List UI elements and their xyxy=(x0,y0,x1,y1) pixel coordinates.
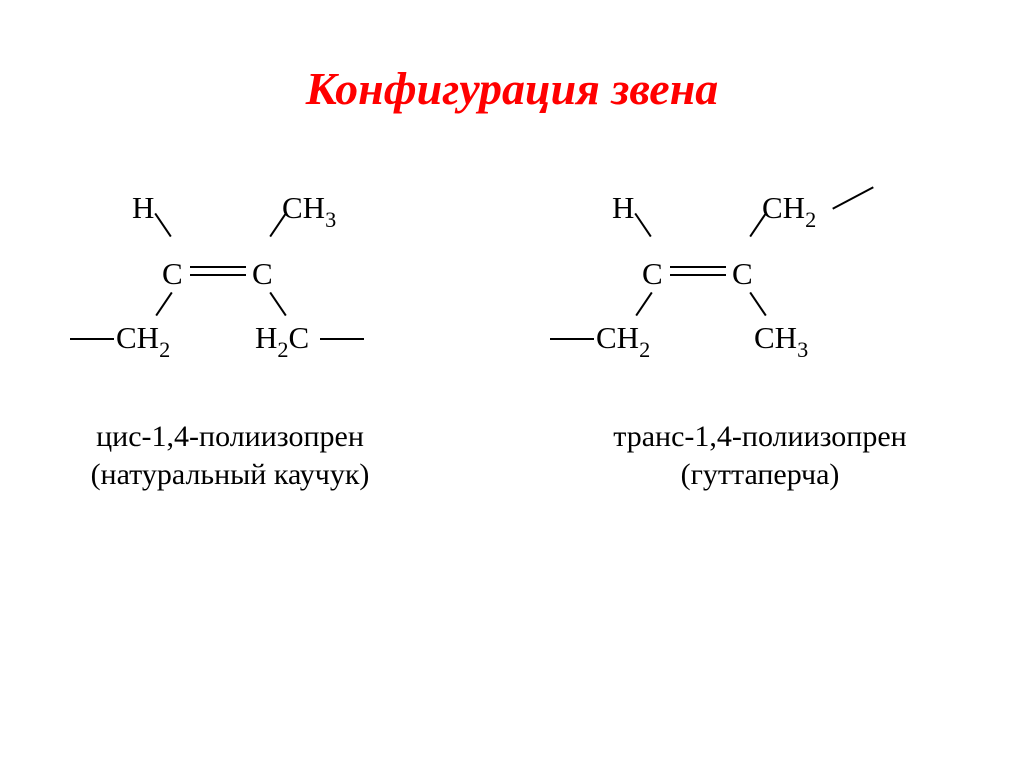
ch3-lr-sub: 3 xyxy=(797,337,808,362)
bond-h-cl xyxy=(154,213,171,237)
trans-molecule: H CH2 C C CH2 CH3 xyxy=(540,190,1000,440)
atom-c-right-t: C xyxy=(732,256,753,292)
h2c-sub: 2 xyxy=(277,337,288,362)
cis-caption-line1: цис-1,4-полиизопрен xyxy=(40,420,420,454)
ch2-ur-text: CH xyxy=(762,190,805,225)
bond-cl-ch2-t xyxy=(635,292,652,316)
atom-ch2-upper-right: CH2 xyxy=(762,190,816,231)
atom-ch3-upper-right: CH3 xyxy=(282,190,336,231)
bond-double-top xyxy=(190,266,246,268)
bond-double-bot-t xyxy=(670,274,726,276)
atom-c-right: C xyxy=(252,256,273,292)
bond-cl-ch2 xyxy=(155,292,172,316)
bond-double-bot xyxy=(190,274,246,276)
atom-h2c-lower-right: H2C xyxy=(255,320,309,361)
atom-c-left: C xyxy=(162,256,183,292)
h2c-h: H xyxy=(255,320,277,355)
ch2-ur-sub: 2 xyxy=(805,207,816,232)
bond-cr-ch3-t xyxy=(749,292,766,316)
atom-ch2-lower-left: CH2 xyxy=(116,320,170,361)
cis-caption-line2: (натуральный каучук) xyxy=(40,458,420,492)
trans-caption-line2: (гуттаперча) xyxy=(530,458,990,492)
atom-ch2-lower-left-t: CH2 xyxy=(596,320,650,361)
h2c-c: C xyxy=(289,320,310,355)
bond-cr-h2c xyxy=(269,292,286,316)
ch3-text: CH xyxy=(282,190,325,225)
atom-c-left-t: C xyxy=(642,256,663,292)
ch2-ll-t-text: CH xyxy=(596,320,639,355)
cis-molecule: H CH3 C C CH2 H2C xyxy=(60,190,480,440)
bond-chain-left-t xyxy=(550,338,594,340)
ch2-ll-sub: 2 xyxy=(159,337,170,362)
bond-chain-right xyxy=(320,338,364,340)
slide-title: Конфигурация звена xyxy=(0,62,1024,115)
atom-ch3-lower-right: CH3 xyxy=(754,320,808,361)
ch3-lr-text: CH xyxy=(754,320,797,355)
bond-h-cl-t xyxy=(634,213,651,237)
bond-chain-right-t xyxy=(832,186,874,209)
ch2-ll-text: CH xyxy=(116,320,159,355)
atom-h-upper-left: H xyxy=(132,190,154,226)
ch3-sub: 3 xyxy=(325,207,336,232)
trans-caption-line1: транс-1,4-полиизопрен xyxy=(530,420,990,454)
atom-h-upper-left-t: H xyxy=(612,190,634,226)
bond-chain-left xyxy=(70,338,114,340)
bond-double-top-t xyxy=(670,266,726,268)
ch2-ll-t-sub: 2 xyxy=(639,337,650,362)
slide: Конфигурация звена H CH3 C C CH2 H2C xyxy=(0,0,1024,768)
